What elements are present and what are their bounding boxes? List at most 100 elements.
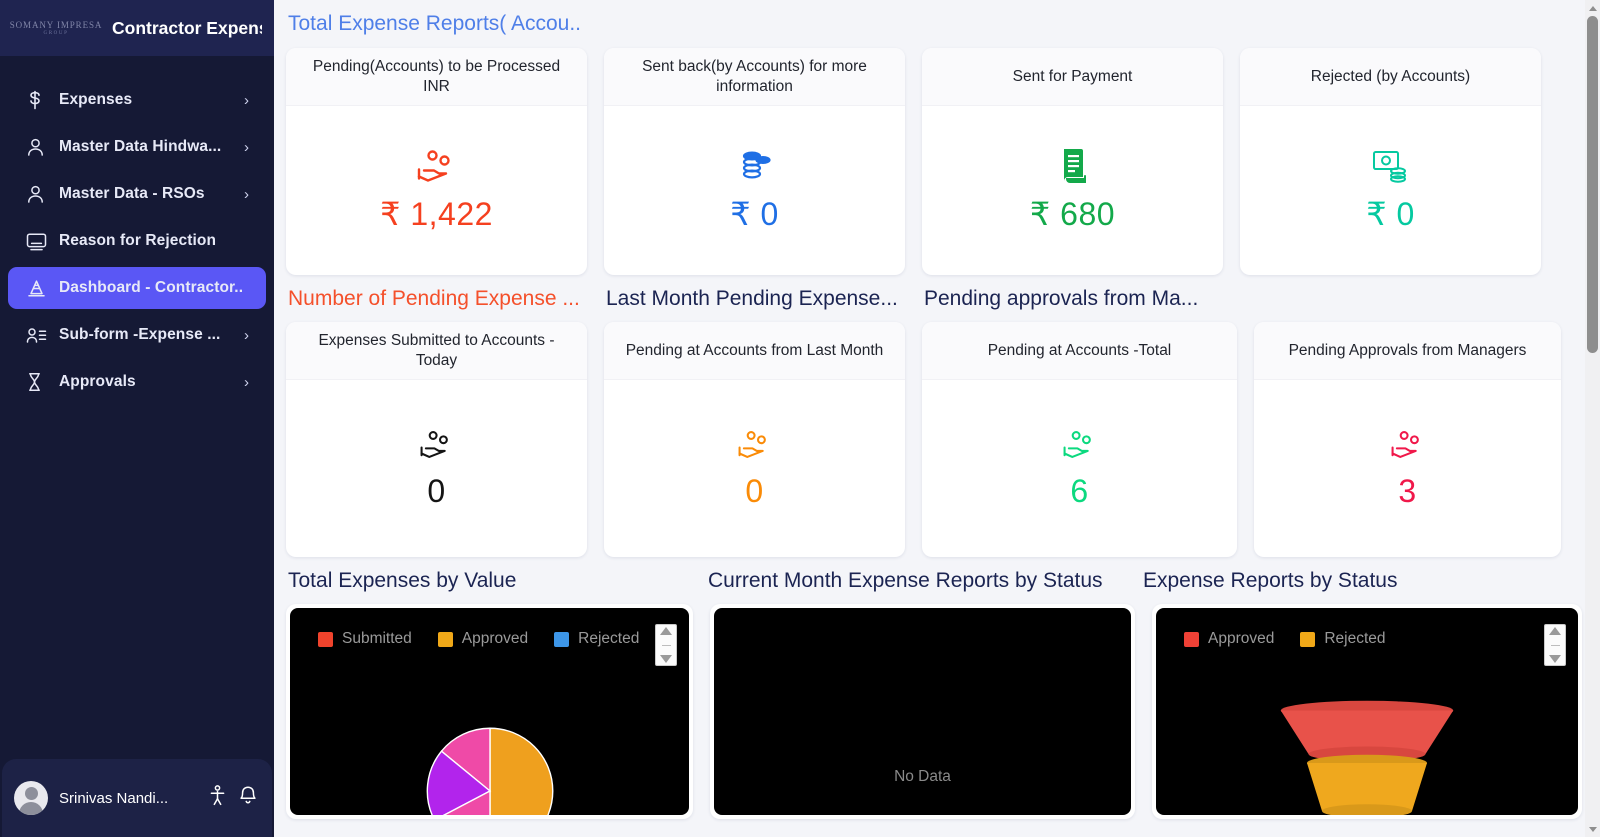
hand-coins-icon <box>419 423 455 465</box>
kpi-card-pending-accounts[interactable]: Pending(Accounts) to be Processed INR ₹ … <box>286 48 587 275</box>
kpi-card-header: Pending(Accounts) to be Processed INR <box>286 48 587 106</box>
legend-label: Rejected <box>1324 630 1386 647</box>
spinner-divider <box>1550 644 1560 646</box>
kpi-card-sent-back[interactable]: Sent back(by Accounts) for more informat… <box>604 48 905 275</box>
kpi-card-header: Sent back(by Accounts) for more informat… <box>604 48 905 106</box>
hand-coins-icon <box>1062 423 1098 465</box>
kpi-card-rejected-by-accounts[interactable]: Rejected (by Accounts) ₹ 0 <box>1240 48 1541 275</box>
vertical-scrollbar[interactable] <box>1585 0 1600 837</box>
kpi-card-title: Sent back(by Accounts) for more informat… <box>642 58 867 95</box>
sidebar-item-sub-form-expense[interactable]: Sub-form -Expense ... › <box>8 314 266 356</box>
legend-item[interactable]: Rejected <box>554 630 639 648</box>
chevron-right-icon: › <box>244 91 249 109</box>
chevron-right-icon: › <box>244 138 249 156</box>
scroll-down-arrow-icon[interactable] <box>1585 821 1600 837</box>
kpi-card-value: 3 <box>1398 473 1417 509</box>
chart-spinner[interactable] <box>655 624 677 666</box>
legend-swatch-approved <box>437 631 453 647</box>
chart-legend: Submitted Approved Rejected <box>290 608 689 648</box>
chart-spinner[interactable] <box>1544 624 1566 666</box>
kpi-card-body: ₹ 680 <box>922 106 1223 275</box>
kpi-card-value: ₹ 0 <box>730 195 779 232</box>
kpi-card-value: 6 <box>1070 473 1089 509</box>
kpi-card-pending-last-month[interactable]: Pending at Accounts from Last Month 0 <box>604 322 905 557</box>
sidebar-item-expenses[interactable]: Expenses › <box>8 79 266 121</box>
coins-stack-icon <box>737 145 773 187</box>
hand-coins-icon <box>737 423 773 465</box>
spinner-up-arrow-icon[interactable] <box>1549 627 1561 635</box>
spinner-divider <box>661 644 671 646</box>
hourglass-icon <box>26 372 50 392</box>
chevron-right-icon: › <box>244 373 249 391</box>
kpi-card-header: Pending at Accounts from Last Month <box>604 322 905 380</box>
kpi-card-value: ₹ 1,422 <box>380 195 493 232</box>
sidebar-header: SOMANY IMPRESA GROUP Contractor Expens..… <box>0 0 274 56</box>
legend-label: Submitted <box>342 630 412 647</box>
kpi-card-header: Sent for Payment <box>922 48 1223 106</box>
legend-item[interactable]: Rejected <box>1300 630 1386 648</box>
legend-label: Rejected <box>578 630 640 647</box>
kpi-card-value: ₹ 680 <box>1029 195 1116 232</box>
spinner-down-arrow-icon[interactable] <box>660 655 672 663</box>
kpi-card-value: 0 <box>427 473 446 509</box>
kpi-card-header: Pending at Accounts -Total <box>922 322 1237 380</box>
section-title-last-month-pending: Last Month Pending Expense... <box>606 286 898 310</box>
main-content: Total Expense Reports( Accou.. Pending(A… <box>274 0 1600 837</box>
avatar <box>14 781 48 815</box>
scroll-up-arrow-icon[interactable] <box>1585 0 1600 16</box>
hand-coins-icon <box>1390 423 1426 465</box>
sidebar-item-reason-for-rejection[interactable]: Reason for Rejection <box>8 220 266 262</box>
kpi-card-title: Rejected (by Accounts) <box>1310 67 1471 85</box>
kpi-card-header: Rejected (by Accounts) <box>1240 48 1541 106</box>
company-logo: SOMANY IMPRESA GROUP <box>10 13 102 43</box>
kpi-card-expenses-submitted-today[interactable]: Expenses Submitted to Accounts -Today 0 <box>286 322 587 557</box>
kpi-row-1: Pending(Accounts) to be Processed INR ₹ … <box>286 48 1582 275</box>
chart-card-current-month-expense-reports[interactable]: No Data <box>710 604 1135 819</box>
funnel-graphic <box>1249 700 1485 815</box>
sidebar-nav: Expenses › Master Data Hindwa... › <box>0 56 274 759</box>
chart-card-total-expenses-by-value[interactable]: Submitted Approved Rejected <box>286 604 693 819</box>
sidebar-item-label: Approvals <box>59 373 136 390</box>
chart-title-total-expenses-by-value: Total Expenses by Value <box>288 568 517 592</box>
pie-chart-total-expenses-by-value[interactable]: Submitted Approved Rejected <box>290 608 689 815</box>
kpi-card-body: 3 <box>1254 380 1561 557</box>
kpi-card-title: Expenses Submitted to Accounts -Today <box>318 332 555 369</box>
sidebar-item-master-data-hindware[interactable]: Master Data Hindwa... › <box>8 126 266 168</box>
scrollbar-thumb[interactable] <box>1587 16 1598 353</box>
logo-line-2: GROUP <box>43 31 69 36</box>
sidebar-item-approvals[interactable]: Approvals › <box>8 361 266 403</box>
accessibility-icon[interactable] <box>208 785 227 811</box>
legend-item[interactable]: Approved <box>437 630 528 648</box>
kpi-card-pending-accounts-total[interactable]: Pending at Accounts -Total 6 <box>922 322 1237 557</box>
row1-title-row: Total Expense Reports( Accou.. <box>286 0 1582 48</box>
pie-chart-current-month[interactable]: No Data <box>714 608 1131 815</box>
sidebar-item-label: Dashboard - Contractor... <box>59 279 244 296</box>
legend-label: Approved <box>1208 630 1275 647</box>
legend-item[interactable]: Approved <box>1184 630 1274 648</box>
app-title: Contractor Expens... <box>112 17 262 38</box>
spinner-up-arrow-icon[interactable] <box>660 627 672 635</box>
funnel-chart-expense-reports-by-status[interactable]: Approved Rejected <box>1156 608 1578 815</box>
user-icon <box>26 137 50 157</box>
scrollbar-track[interactable] <box>1585 16 1600 821</box>
bell-icon[interactable] <box>238 785 258 811</box>
sidebar-item-master-data-rsos[interactable]: Master Data - RSOs › <box>8 173 266 215</box>
section-title-total-expense-reports: Total Expense Reports( Accou.. <box>288 12 581 36</box>
sidebar-user-section[interactable]: Srinivas Nandi... <box>2 759 272 837</box>
sidebar-item-label: Expenses <box>59 91 133 108</box>
legend-swatch-approved <box>1184 631 1199 647</box>
chart-card-expense-reports-by-status[interactable]: Approved Rejected <box>1152 604 1582 819</box>
sidebar-item-label: Master Data Hindwa... <box>59 138 222 155</box>
no-data-message: No Data <box>894 768 951 785</box>
legend-swatch-rejected <box>554 631 570 647</box>
kpi-card-sent-for-payment[interactable]: Sent for Payment ₹ <box>922 48 1223 275</box>
sidebar-item-dashboard-contractor[interactable]: Dashboard - Contractor... <box>8 267 266 309</box>
monitor-icon <box>26 232 50 251</box>
spinner-down-arrow-icon[interactable] <box>1549 655 1561 663</box>
kpi-card-pending-approvals-managers[interactable]: Pending Approvals from Managers 3 <box>1254 322 1561 557</box>
kpi-card-value: ₹ 0 <box>1366 195 1415 232</box>
kpi-card-title: Pending at Accounts from Last Month <box>625 341 884 359</box>
chart-legend: Approved Rejected <box>1156 608 1578 648</box>
legend-item[interactable]: Submitted <box>318 630 412 648</box>
